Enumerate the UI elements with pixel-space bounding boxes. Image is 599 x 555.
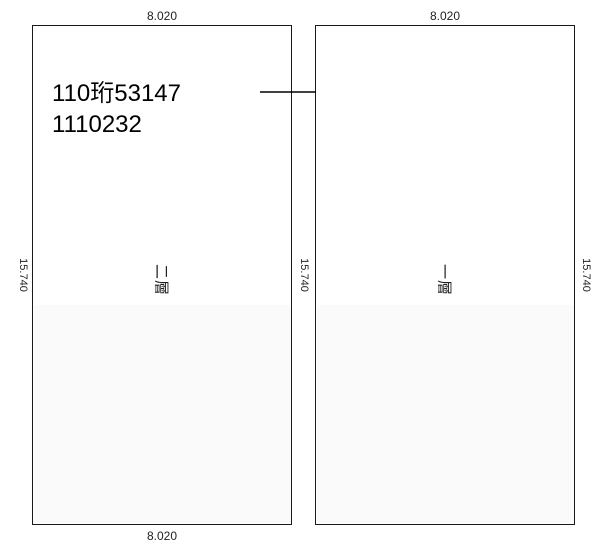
dim-left-top: 8.020 (147, 9, 177, 23)
annotation-line1: 110珩53147 (52, 78, 181, 109)
floor-label-left: 二層 (152, 264, 173, 296)
dim-right-outer: 15.740 (580, 258, 592, 292)
annotation-line2: 1110232 (52, 109, 181, 140)
annotation-block: 110珩53147 1110232 (52, 78, 181, 140)
dim-left-bottom: 8.020 (147, 529, 177, 543)
dim-left-outer: 15.740 (17, 258, 29, 292)
dim-mid: 15.740 (298, 258, 310, 292)
right-shade (317, 305, 574, 523)
dim-right-top: 8.020 (430, 9, 460, 23)
left-shade (34, 305, 291, 523)
floorplan-stage: 8.020 8.020 8.020 15.740 15.740 15.740 二… (0, 0, 599, 555)
annotation-leader (260, 88, 316, 96)
floor-label-right: 一層 (435, 264, 456, 296)
